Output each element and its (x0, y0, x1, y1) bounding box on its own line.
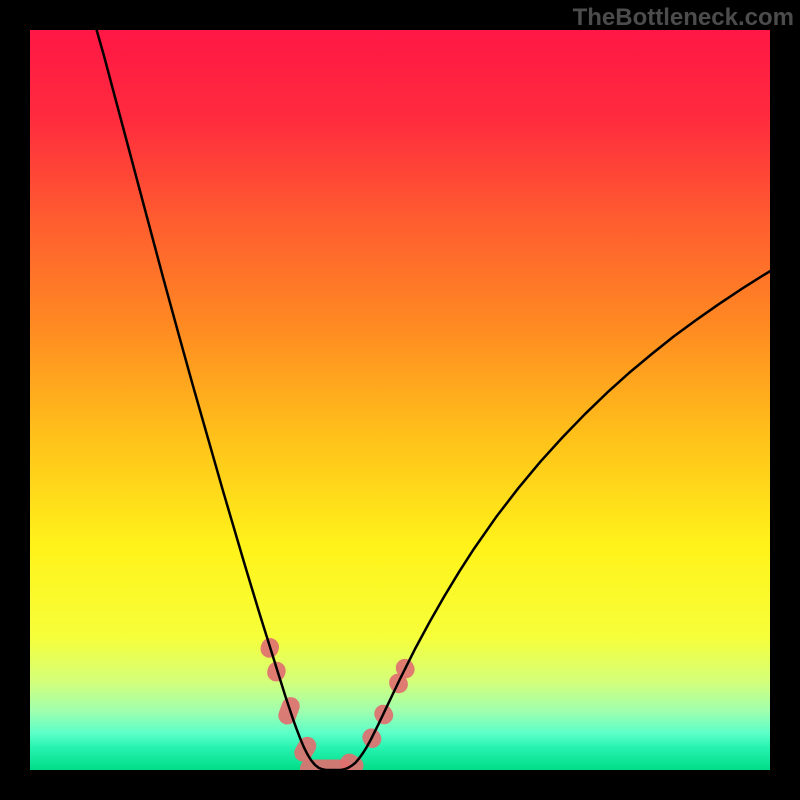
bottleneck-curve-chart (30, 30, 770, 770)
chart-frame: TheBottleneck.com (0, 0, 800, 800)
watermark-text: TheBottleneck.com (573, 4, 794, 32)
gradient-background (30, 30, 770, 770)
